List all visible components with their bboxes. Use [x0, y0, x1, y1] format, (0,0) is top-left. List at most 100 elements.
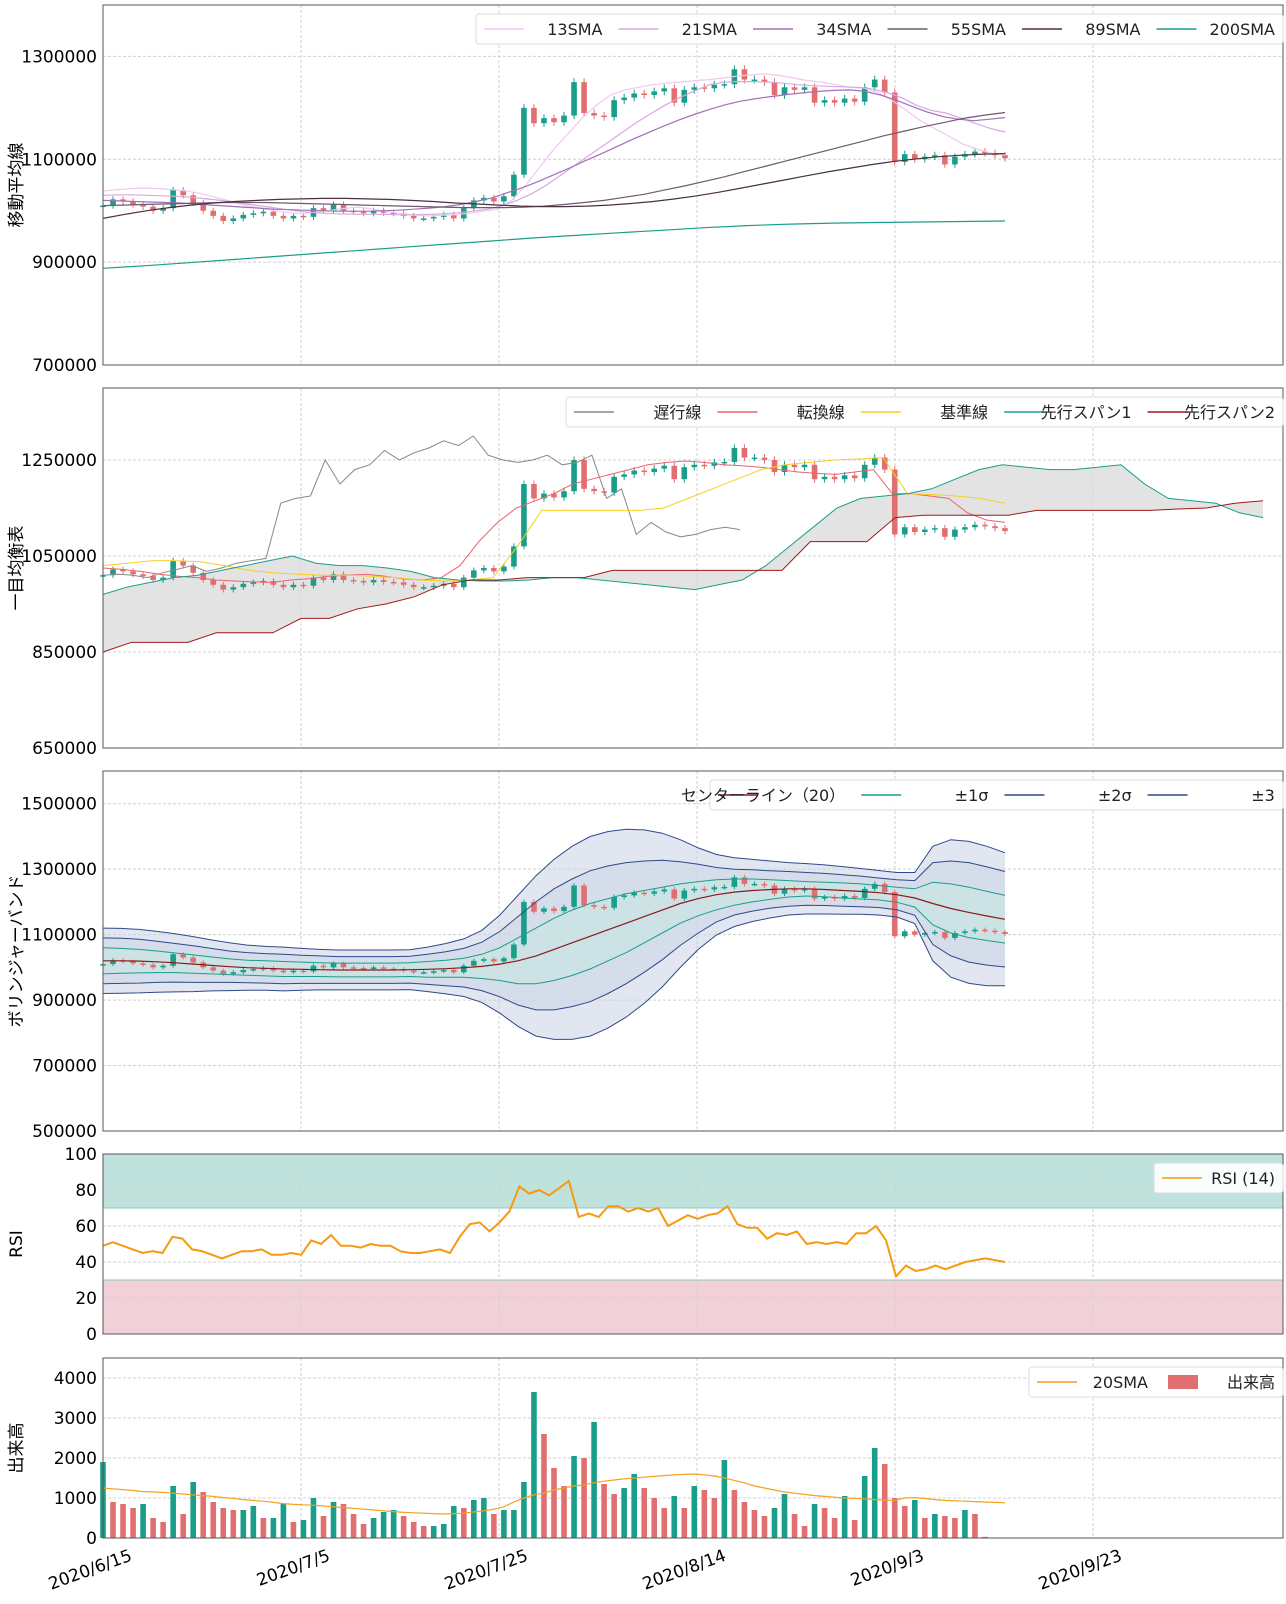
- y-axis-label: ボリンジャーバンド: [7, 875, 27, 1028]
- volume-bar: [410, 1522, 417, 1538]
- volume-bar: [942, 1516, 948, 1538]
- series-line-lower-2: [102, 904, 1006, 1011]
- candle-body: [430, 585, 437, 588]
- candle-body: [551, 118, 557, 123]
- plot-frame: [102, 1357, 1284, 1539]
- y-tick-label: 1300000: [21, 47, 97, 67]
- volume-bar: [430, 1526, 437, 1538]
- volume-bar: [932, 1514, 938, 1538]
- volume-bar: [501, 1510, 507, 1538]
- legend-swatch: [1168, 1375, 1198, 1389]
- volume-bar: [681, 1508, 688, 1538]
- candle-body: [420, 972, 427, 974]
- volume-bar: [621, 1488, 627, 1538]
- candle-body: [110, 569, 116, 576]
- candle-body: [160, 965, 166, 968]
- candle-body: [511, 546, 517, 567]
- candle-body: [761, 79, 768, 83]
- candle-body: [551, 908, 557, 912]
- candle-body: [370, 580, 377, 583]
- candle-body: [691, 464, 698, 468]
- candle-body: [180, 190, 186, 196]
- candle-body: [651, 91, 658, 95]
- candle-body: [380, 210, 387, 213]
- volume-bar: [190, 1482, 196, 1538]
- y-tick-label: 1300000: [21, 860, 97, 880]
- y-tick-label: 0: [86, 1325, 97, 1345]
- volume-bar: [801, 1526, 808, 1538]
- candle-body: [811, 87, 818, 103]
- y-tick-label: 650000: [32, 739, 97, 759]
- candle-body: [1002, 528, 1008, 532]
- volume-bar: [220, 1508, 227, 1538]
- candle-body: [962, 931, 968, 933]
- candle-body: [390, 581, 397, 584]
- candle-body: [440, 969, 447, 972]
- panel-rsi: 0 20 40 60 80 100 RSI RSI (14): [7, 1145, 1284, 1345]
- volume-bar: [200, 1492, 207, 1538]
- volume-bar: [541, 1434, 547, 1538]
- legend-label: 21SMA: [682, 20, 737, 39]
- volume-bar: [661, 1508, 668, 1538]
- candle-body: [791, 464, 798, 468]
- series-line-center: [103, 888, 1006, 971]
- candle-body: [821, 476, 828, 480]
- candle-body: [561, 906, 567, 912]
- candle-body: [811, 888, 818, 899]
- candle-body: [952, 933, 958, 938]
- volume-bar: [671, 1496, 678, 1538]
- candle-body: [330, 963, 337, 968]
- candle-body: [130, 571, 136, 575]
- candle-body: [932, 932, 938, 934]
- volume-bar: [691, 1486, 698, 1538]
- legend-box: [565, 396, 1284, 428]
- volume-bar: [601, 1484, 607, 1538]
- candle-body: [270, 968, 277, 971]
- candle-body: [521, 484, 527, 547]
- volume-bar: [751, 1510, 758, 1538]
- candle-body: [591, 488, 597, 492]
- candle-body: [681, 890, 688, 899]
- candle-body: [461, 208, 467, 219]
- legend-label: 先行スパン2: [1184, 403, 1275, 422]
- series-line-1: [102, 80, 1006, 216]
- volume-bar: [581, 1458, 587, 1538]
- volume-bar: [531, 1392, 537, 1538]
- candle-body: [430, 216, 437, 219]
- volume-bar: [851, 1520, 858, 1538]
- candle-body: [781, 87, 788, 95]
- plot-frame: [102, 1153, 1284, 1335]
- legend-box: [1153, 1162, 1284, 1194]
- candle-body: [831, 476, 838, 480]
- candle-body: [731, 448, 738, 462]
- candle-body: [501, 566, 507, 572]
- legend-label: 55SMA: [951, 20, 1006, 39]
- volume-bar: [641, 1488, 647, 1538]
- y-tick-label: 0: [86, 1529, 97, 1549]
- y-axis-label: 出来高: [7, 1423, 27, 1474]
- volume-bar: [250, 1506, 257, 1538]
- candle-body: [901, 527, 908, 535]
- legend-label: 89SMA: [1085, 20, 1140, 39]
- candle-body: [300, 584, 307, 587]
- volume-bar: [280, 1504, 287, 1538]
- y-tick-label: 900000: [32, 991, 97, 1011]
- volume-bar: [521, 1482, 527, 1538]
- y-tick-label: 1250000: [21, 451, 97, 471]
- candle-body: [270, 211, 277, 216]
- candle-body: [861, 888, 868, 898]
- panel-volume: 0 1000 2000 3000 4000 出来高 20SMA 出来高: [7, 1357, 1284, 1549]
- volume-bar: [130, 1508, 136, 1538]
- candle-body: [691, 87, 698, 90]
- volume-bar: [110, 1502, 116, 1538]
- volume-bar: [891, 1498, 898, 1538]
- volume-bar: [881, 1464, 888, 1538]
- candle-body: [952, 529, 958, 537]
- y-axis-label: 移動平均線: [7, 143, 27, 228]
- y-tick-label: 3000: [54, 1409, 97, 1429]
- candle-body: [340, 574, 347, 580]
- candle-body: [481, 959, 487, 961]
- candle-body: [781, 888, 788, 894]
- volume-bar: [320, 1516, 327, 1538]
- candle-body: [190, 957, 196, 963]
